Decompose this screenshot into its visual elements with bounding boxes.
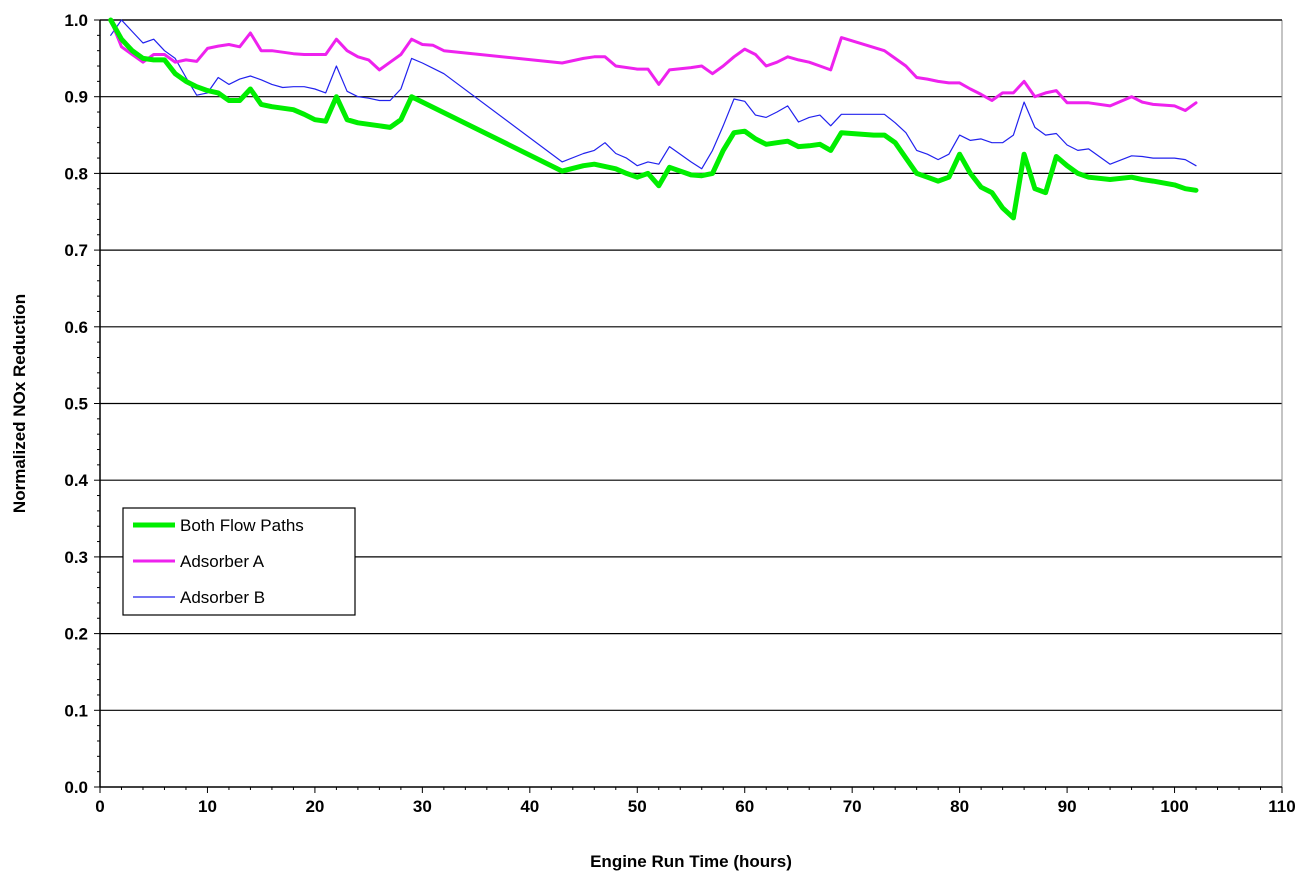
y-tick-label: 0.8 <box>64 164 88 183</box>
series-line-1 <box>109 18 1198 112</box>
legend-label: Adsorber A <box>180 552 265 571</box>
y-tick-label: 0.4 <box>64 471 88 490</box>
y-tick-label: 0.0 <box>64 778 88 797</box>
axes <box>94 19 1283 793</box>
series-line-2 <box>110 19 1197 170</box>
y-tick-label: 1.0 <box>64 11 88 30</box>
y-tick-label: 0.7 <box>64 241 88 260</box>
gridlines <box>100 19 1283 787</box>
x-tick-label: 20 <box>305 797 324 816</box>
x-tick-label: 40 <box>520 797 539 816</box>
legend-label: Both Flow Paths <box>180 516 304 535</box>
x-tick-label: 70 <box>843 797 862 816</box>
y-tick-label: 0.2 <box>64 625 88 644</box>
x-tick-label: 80 <box>950 797 969 816</box>
series-lines <box>108 17 1199 221</box>
legend-label: Adsorber B <box>180 588 265 607</box>
y-tick-label: 0.1 <box>64 701 88 720</box>
x-axis-title: Engine Run Time (hours) <box>590 852 792 871</box>
x-tick-label: 0 <box>95 797 104 816</box>
series-line-0 <box>108 17 1199 221</box>
y-tick-label: 0.9 <box>64 88 88 107</box>
y-axis-title: Normalized NOx Reduction <box>10 294 29 513</box>
x-tick-label: 50 <box>628 797 647 816</box>
tick-labels: 0.0 0.1 0.2 0.3 0.4 0.5 0.6 0.7 0.8 0.9 1.0 0 10 20 30… <box>64 11 1295 816</box>
x-tick-label: 30 <box>413 797 432 816</box>
x-tick-label: 10 <box>198 797 217 816</box>
x-tick-label: 100 <box>1160 797 1188 816</box>
y-tick-label: 0.3 <box>64 548 88 567</box>
y-tick-label: 0.5 <box>64 395 88 414</box>
x-tick-label: 110 <box>1268 797 1295 816</box>
y-tick-label: 0.6 <box>64 318 88 337</box>
x-tick-label: 90 <box>1058 797 1077 816</box>
legend: Both Flow Paths Adsorber A Adsorber B <box>122 507 356 616</box>
x-tick-label: 60 <box>735 797 754 816</box>
